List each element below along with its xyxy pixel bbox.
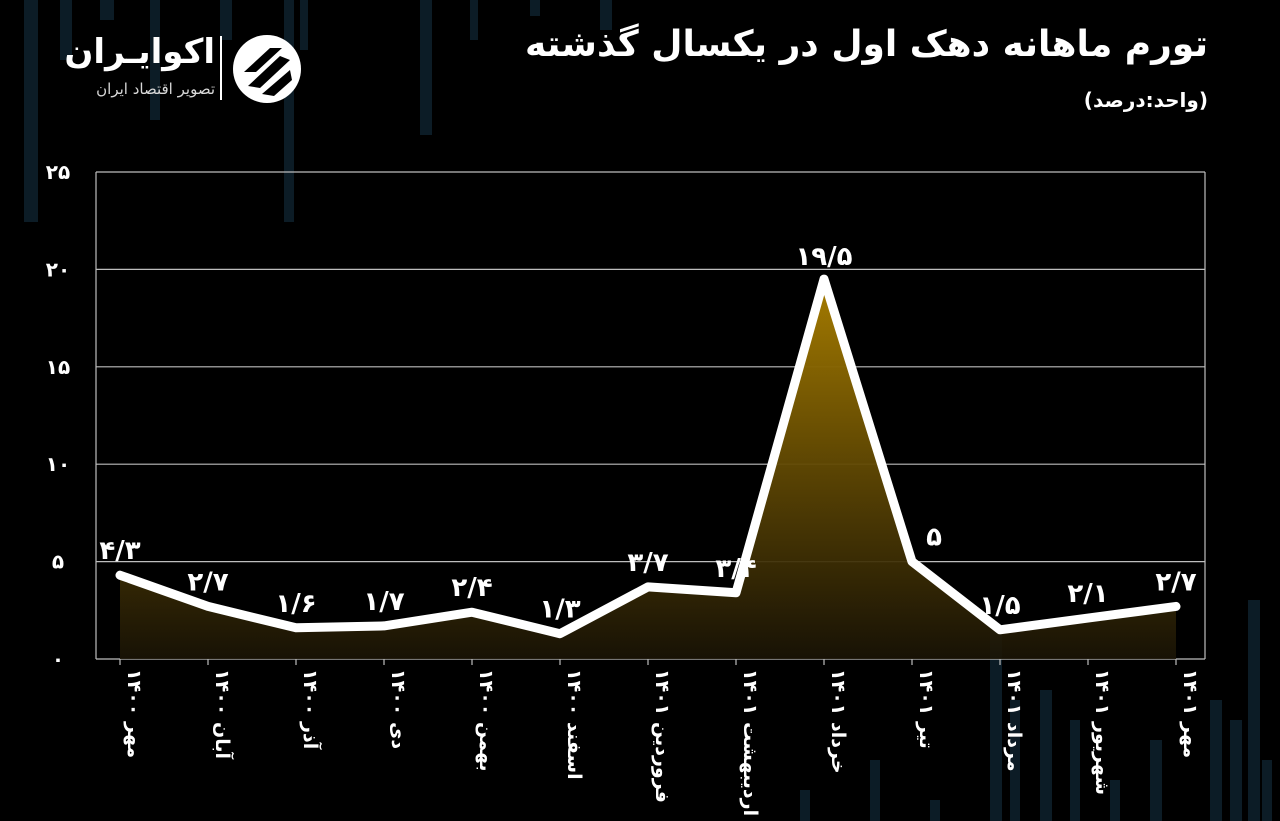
x-tick-group: مرداد ۱۴۰۱ [1003, 669, 1025, 772]
y-tick-label: ۱۰ [46, 452, 70, 476]
y-tick-label: ۲۰ [46, 257, 70, 281]
ecoiran-logo-icon [233, 35, 301, 103]
x-tick-group: مهر ۱۴۰۱ [1179, 669, 1201, 758]
data-point [206, 604, 210, 609]
background-bar [284, 0, 294, 222]
background-bar [530, 0, 540, 16]
x-tick-group: خرداد ۱۴۰۱ [827, 669, 849, 774]
background-bar [24, 0, 38, 222]
y-tick-label: ۵ [52, 550, 64, 574]
data-point [1086, 616, 1090, 621]
x-tick-group: دی ۱۴۰۰ [387, 669, 409, 749]
data-point [734, 590, 738, 595]
data-point [558, 631, 562, 636]
data-label: ۳/۷ [627, 548, 668, 578]
background-bar [930, 800, 940, 821]
background-bar [150, 0, 160, 120]
y-tick-label: ۰ [52, 647, 64, 671]
x-tick-label: مرداد ۱۴۰۱ [1003, 669, 1025, 772]
x-tick-label: فروردین ۱۴۰۱ [651, 669, 673, 803]
data-label: ۳/۴ [715, 554, 756, 584]
background-bar [1070, 720, 1080, 821]
x-tick-label: آذر ۱۴۰۰ [299, 669, 323, 750]
background-bar [1110, 780, 1120, 821]
x-tick-group: شهریور ۱۴۰۱ [1091, 669, 1113, 795]
data-label: ۴/۳ [99, 536, 140, 566]
x-tick-label: تیر ۱۴۰۱ [915, 669, 937, 749]
data-point [118, 573, 122, 578]
data-label: ۲/۷ [1155, 567, 1196, 597]
x-tick-label: بهمن ۱۴۰۰ [475, 669, 497, 772]
data-point [998, 627, 1002, 632]
background-bar [1248, 600, 1260, 821]
background-bar [600, 0, 612, 30]
background-bar [990, 630, 1002, 821]
chart-title: تورم ماهانه دهک اول در یکسال گذشته [525, 24, 1208, 65]
data-point [294, 625, 298, 630]
unit-label: (واحد:درصد) [1083, 88, 1208, 112]
background-bar [100, 0, 114, 20]
background-bar [800, 790, 810, 821]
x-tick-group: مهر ۱۴۰۰ [123, 669, 145, 758]
x-tick-group: آبان ۱۴۰۰ [211, 669, 235, 759]
data-point [646, 584, 650, 589]
x-tick-label: آبان ۱۴۰۰ [211, 669, 235, 759]
background-bar [300, 0, 308, 50]
x-tick-label: خرداد ۱۴۰۱ [827, 669, 849, 774]
background-bar [220, 0, 232, 40]
brand-logo: اکوایـران تصویر اقتصاد ایران [40, 28, 320, 110]
data-point [470, 610, 474, 615]
x-tick-group: فروردین ۱۴۰۱ [651, 669, 673, 803]
data-label: ۲/۴ [451, 573, 492, 603]
x-tick-label: مهر ۱۴۰۱ [1179, 669, 1201, 758]
x-tick-label: مهر ۱۴۰۰ [123, 669, 145, 758]
background-bar [420, 0, 432, 135]
data-label: ۱/۷ [363, 587, 404, 617]
data-label: ۱/۶ [275, 589, 316, 619]
background-bar [1262, 760, 1272, 821]
data-label: ۱۹/۵ [795, 242, 852, 272]
background-bar [1210, 700, 1222, 821]
data-label: ۲/۷ [187, 567, 228, 597]
data-point [382, 623, 386, 628]
data-label: ۲/۱ [1067, 579, 1108, 609]
data-label: ۵ [926, 523, 942, 553]
x-tick-group: آذر ۱۴۰۰ [299, 669, 323, 750]
x-tick-group: اردیبهشت ۱۴۰۱ [739, 669, 761, 816]
x-tick-label: شهریور ۱۴۰۱ [1091, 669, 1113, 795]
background-bar [1230, 720, 1242, 821]
background-bar [1040, 690, 1052, 821]
logo-divider [220, 36, 222, 100]
y-tick-label: ۱۵ [46, 355, 70, 379]
x-tick-label: اردیبهشت ۱۴۰۱ [739, 669, 761, 816]
background-bar [870, 760, 880, 821]
background-bar [60, 0, 72, 60]
logo-tagline: تصویر اقتصاد ایران [96, 80, 215, 98]
background-bar [1150, 740, 1162, 821]
background-bar [470, 0, 478, 40]
y-tick-label: ۲۵ [46, 160, 70, 184]
data-point [910, 559, 914, 564]
x-tick-group: اسفند ۱۴۰۰ [563, 669, 585, 780]
data-point [822, 277, 826, 282]
x-tick-label: اسفند ۱۴۰۰ [563, 669, 585, 780]
series-line [115, 274, 1181, 639]
x-tick-label: دی ۱۴۰۰ [387, 669, 409, 749]
data-label: ۱/۵ [979, 591, 1020, 621]
x-tick-group: تیر ۱۴۰۱ [915, 669, 937, 749]
x-tick-group: بهمن ۱۴۰۰ [475, 669, 497, 772]
logo-name: اکوایـران [64, 32, 215, 72]
background-bar [1010, 700, 1020, 821]
data-point [1174, 604, 1178, 609]
data-label: ۱/۳ [539, 595, 580, 625]
